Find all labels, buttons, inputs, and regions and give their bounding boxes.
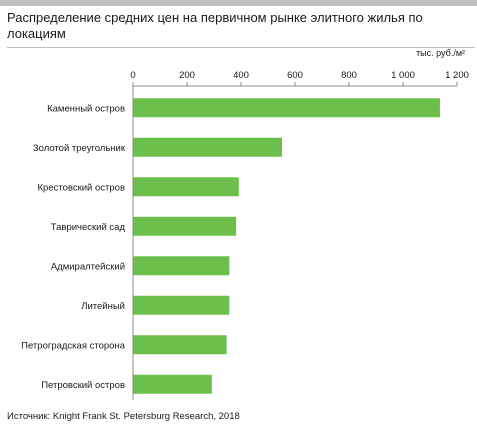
category-label: Крестовский остров [38,182,125,193]
category-label: Золотой треугольник [33,143,126,154]
bar [133,216,237,236]
category-label: Литейный [81,301,125,312]
x-tick-label: 1 200 [445,70,469,81]
bar [133,374,212,394]
category-label: Петровский остров [41,380,125,391]
unit-label: тыс. руб./м² [416,48,465,58]
source-note: Источник: Knight Frank St. Petersburg Re… [7,411,240,422]
x-tick-label: 0 [130,70,135,81]
bar [133,98,440,118]
x-tick-label: 600 [287,70,303,81]
x-tick-label: 1 000 [391,70,415,81]
chart-title: Распределение средних цен на первичном р… [7,10,423,41]
bar [133,295,230,315]
title-divider [7,47,475,48]
bar [133,335,227,355]
category-label: Таврический сад [51,222,126,233]
bar [133,256,230,276]
bar [133,177,239,197]
category-label: Каменный остров [47,103,125,114]
category-label: Петроградская сторона [21,340,126,351]
x-tick-label: 400 [233,70,249,81]
x-tick-label: 800 [341,70,357,81]
x-tick-label: 200 [179,70,195,81]
category-label: Адмиралтейский [51,261,125,272]
bar [133,137,282,157]
title-bar [0,0,477,6]
